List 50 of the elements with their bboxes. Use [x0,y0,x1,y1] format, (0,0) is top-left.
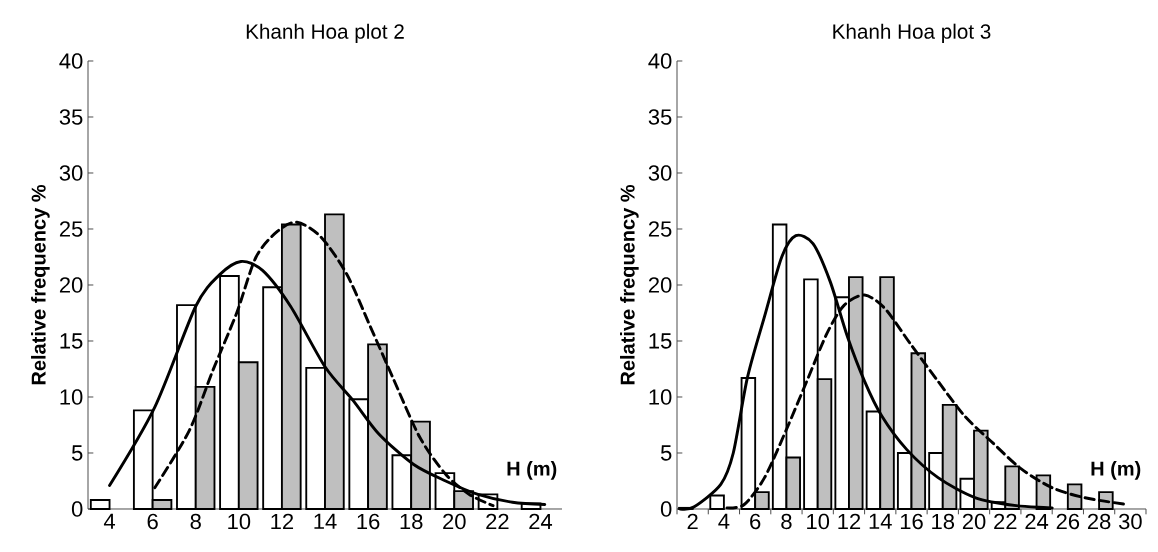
y-tick-label: 25 [648,221,672,237]
y-axis-title: Relative frequency % [620,184,639,385]
y-tick-label: 0 [660,501,672,517]
x-tick-label: 18 [400,513,423,530]
y-axis-title: Relative frequency % [31,184,50,385]
x-tick-label: 20 [962,513,986,530]
y-tick-label: 20 [648,277,672,293]
x-tick-label: 26 [1056,513,1080,530]
x-tick-label: 16 [900,513,923,530]
y-tick-label: 35 [59,109,83,125]
y-tick-label: 15 [649,333,672,349]
x-tick-label: 4 [718,513,730,529]
y-tick-label: 25 [59,221,83,237]
chart-title: Khanh Hoa plot 3 [833,23,991,43]
y-tick-label: 5 [660,445,672,461]
x-tick-label: 24 [529,513,553,530]
x-tick-label: 6 [147,513,158,530]
y-tick-label: 15 [60,333,83,349]
x-tick-label: 8 [781,513,792,530]
x-tick-label: 18 [932,513,955,530]
y-tick-label: 10 [60,389,83,405]
x-tick-label: 8 [190,513,201,530]
x-tick-label: 22 [486,513,509,530]
x-axis-title: H (m) [507,461,557,480]
x-tick-label: 14 [314,513,337,529]
x-tick-label: 14 [869,513,892,529]
x-tick-label: 16 [357,513,380,530]
y-tick-label: 40 [59,53,83,69]
y-tick-label: 5 [71,445,83,461]
x-tick-label: 12 [838,513,861,530]
y-tick-label: 40 [648,53,672,69]
y-tick-label: 30 [59,165,83,181]
x-tick-label: 10 [807,513,830,530]
x-tick-label: 6 [750,513,761,530]
chart-title: Khanh Hoa plot 2 [246,23,404,43]
x-tick-label: 22 [994,513,1017,530]
y-tick-label: 20 [59,277,83,293]
x-tick-label: 28 [1087,513,1111,530]
x-tick-label: 24 [1025,513,1049,530]
y-tick-label: 35 [648,109,672,125]
y-tick-label: 0 [71,501,83,517]
x-tick-label: 12 [271,513,294,530]
x-tick-label: 4 [103,513,116,529]
x-tick-label: 10 [228,513,251,530]
y-tick-label: 30 [648,165,672,181]
x-tick-label: 20 [443,513,466,530]
x-tick-label: 30 [1118,513,1142,530]
y-tick-label: 10 [649,389,672,405]
x-axis-title: H (m) [1091,461,1141,480]
x-tick-label: 2 [687,513,698,530]
